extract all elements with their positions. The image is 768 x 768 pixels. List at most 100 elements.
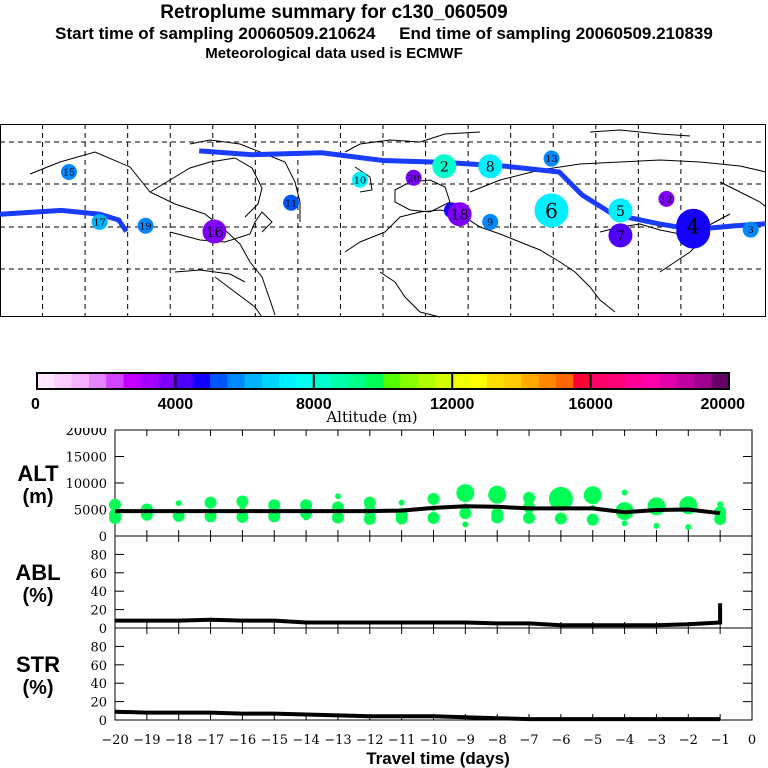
y-tick-label: 10000 bbox=[66, 477, 107, 492]
cluster-label: 16 bbox=[205, 225, 223, 241]
cluster-circle bbox=[202, 219, 227, 244]
colorbar-bin bbox=[573, 373, 592, 389]
cluster-label: 19 bbox=[139, 221, 151, 232]
altitude-point bbox=[175, 500, 182, 507]
panel-label: STR bbox=[16, 652, 60, 677]
colorbar-bin bbox=[313, 373, 332, 389]
cluster-marker: 20 bbox=[405, 169, 422, 186]
x-tick-label: −13 bbox=[324, 733, 351, 748]
colorbar-bin bbox=[659, 373, 678, 389]
x-tick-label: −8 bbox=[488, 733, 507, 748]
altitude-point bbox=[363, 513, 376, 526]
cluster-marker: 5 bbox=[608, 198, 633, 223]
altitude-point bbox=[548, 486, 573, 511]
colorbar-bin bbox=[296, 373, 315, 389]
cluster-label: 9 bbox=[487, 218, 493, 229]
abl-line bbox=[115, 603, 723, 628]
y-tick-label: 40 bbox=[90, 585, 107, 600]
meteo-source: Meteorological data used is ECMWF bbox=[205, 45, 463, 62]
colorbar-bin bbox=[123, 373, 142, 389]
altitude-point bbox=[714, 513, 727, 526]
altitude-point bbox=[523, 491, 536, 504]
altitude-point bbox=[523, 511, 536, 524]
altitude-point bbox=[236, 510, 249, 523]
x-tick-label: −5 bbox=[583, 733, 602, 748]
cluster-circle bbox=[543, 150, 560, 167]
colorbar-bin bbox=[590, 373, 609, 389]
colorbar-bin bbox=[694, 373, 713, 389]
y-tick-label: 80 bbox=[90, 548, 107, 563]
colorbar-bin bbox=[54, 373, 73, 389]
x-tick-label: −20 bbox=[101, 733, 128, 748]
x-tick-label: −11 bbox=[388, 733, 415, 748]
altitude-point bbox=[621, 520, 628, 527]
colorbar-bin bbox=[607, 373, 626, 389]
colorbar-bin bbox=[279, 373, 297, 389]
altitude-point bbox=[204, 510, 217, 523]
cluster-marker: 12 bbox=[658, 190, 675, 207]
y-tick-label: 0 bbox=[99, 622, 107, 637]
colorbar-bin bbox=[625, 373, 643, 389]
y-tick-label: 80 bbox=[90, 640, 107, 655]
cluster-marker: 7 bbox=[608, 223, 633, 248]
x-tick-label: −16 bbox=[229, 733, 256, 748]
colorbar-bin bbox=[348, 373, 367, 389]
altitude-point bbox=[236, 495, 249, 508]
colorbar-bin bbox=[261, 373, 280, 389]
colorbar-bin bbox=[486, 373, 505, 389]
cluster-label: 12 bbox=[660, 194, 672, 205]
x-tick-label: −17 bbox=[197, 733, 224, 748]
x-tick-label: −14 bbox=[292, 733, 319, 748]
y-tick-label: 0 bbox=[99, 530, 107, 545]
altitude-point bbox=[488, 485, 507, 504]
colorbar-bin bbox=[37, 373, 55, 389]
colorbar-bin bbox=[106, 373, 124, 389]
altitude-point bbox=[109, 498, 121, 511]
colorbar-bin bbox=[158, 373, 176, 389]
altitude-point bbox=[586, 513, 599, 526]
colorbar-bin bbox=[642, 373, 661, 389]
x-tick-label: −19 bbox=[133, 733, 160, 748]
colorbar-bin bbox=[400, 373, 419, 389]
mean-altitude-line bbox=[115, 504, 721, 516]
altitude-point bbox=[621, 489, 628, 496]
panel-unit: (%) bbox=[22, 677, 53, 699]
cluster-label: 20 bbox=[408, 173, 420, 184]
altitude-point bbox=[462, 521, 469, 528]
x-tick-label: −9 bbox=[456, 733, 475, 748]
y-tick-label: 0 bbox=[99, 714, 107, 729]
y-tick-label: 40 bbox=[90, 677, 107, 692]
panel-unit: (m) bbox=[22, 486, 53, 508]
colorbar-bin bbox=[140, 373, 159, 389]
cluster-circle bbox=[405, 169, 422, 186]
cluster-label: 18 bbox=[450, 208, 468, 224]
panel-unit: (%) bbox=[22, 585, 53, 607]
x-tick-label: −3 bbox=[647, 733, 666, 748]
colorbar-tick-label: 0 bbox=[31, 396, 40, 413]
y-tick-label: 60 bbox=[90, 659, 107, 674]
colorbar-bin bbox=[331, 373, 349, 389]
colorbar-bin bbox=[365, 373, 384, 389]
altitude-point bbox=[268, 510, 281, 523]
colorbar-bin bbox=[504, 373, 522, 389]
colorbar-tick-label: 4000 bbox=[158, 396, 194, 413]
panel-frame bbox=[114, 535, 753, 629]
plume-clusters: 1234567891011121314151617181920 bbox=[60, 150, 759, 249]
cluster-circle bbox=[742, 221, 759, 238]
sampling-times: Start time of sampling 20060509.210624 E… bbox=[55, 24, 713, 43]
colorbar-bin bbox=[210, 373, 228, 389]
cluster-label: 2 bbox=[440, 160, 449, 176]
altitude-point bbox=[653, 522, 660, 529]
cluster-circle bbox=[482, 213, 499, 230]
panel-label: ABL bbox=[15, 560, 60, 585]
colorbar-bin bbox=[71, 373, 90, 389]
cluster-label: 4 bbox=[687, 214, 700, 238]
colorbar-bin bbox=[88, 373, 107, 389]
cluster-label: 15 bbox=[63, 168, 75, 179]
cluster-circle bbox=[352, 171, 369, 188]
y-tick-label: 15000 bbox=[66, 451, 107, 466]
y-tick-label: 20 bbox=[90, 604, 107, 619]
cluster-marker: 15 bbox=[60, 164, 77, 180]
colorbar-bin bbox=[244, 373, 263, 389]
cluster-label: 7 bbox=[616, 229, 625, 245]
